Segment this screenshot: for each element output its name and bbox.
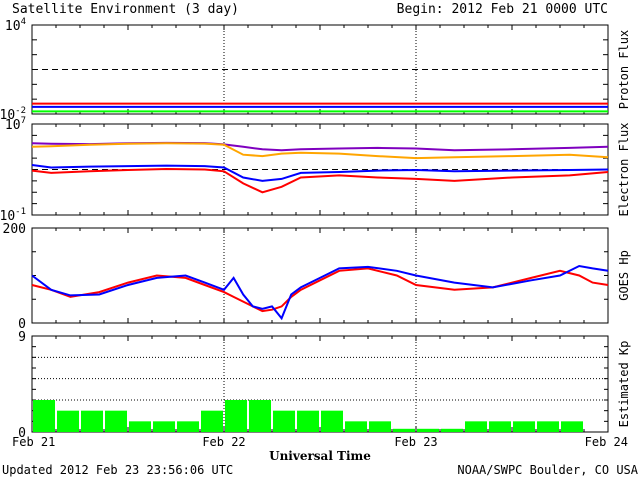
kp-bar — [33, 400, 55, 432]
series-line-orange — [31, 142, 609, 160]
series-line-blue — [31, 164, 609, 182]
kp-bar — [393, 428, 415, 432]
panel-hp: 200 0 GOES Hp — [3, 222, 631, 332]
kp-bar — [153, 421, 175, 432]
panel-kp: 9 0 Estimated Kp — [18, 330, 631, 441]
kp-bar — [177, 421, 199, 432]
panel-ylabel: GOES Hp — [617, 250, 631, 301]
kp-bar — [513, 421, 535, 432]
kp-bar — [225, 400, 247, 432]
kp-bar — [537, 421, 559, 432]
x-tick-label: Feb 24 — [585, 435, 628, 449]
kp-bar — [369, 421, 391, 432]
series-line-red — [31, 167, 609, 194]
kp-bar — [273, 410, 295, 432]
panel-frame — [31, 335, 609, 433]
y-tick-label: 10-1 — [0, 207, 26, 224]
kp-bar — [489, 421, 511, 432]
x-tick-label: Feb 23 — [394, 435, 437, 449]
panel-frame — [31, 227, 609, 324]
kp-bar — [441, 428, 463, 432]
panels: 104 10-2 Proton Flux 107 10-1 Electron Flux 20… — [0, 17, 631, 449]
y-tick-label: 107 — [5, 116, 26, 133]
kp-bar — [81, 410, 103, 432]
series-line-blue — [31, 264, 609, 321]
panel-frame — [31, 24, 609, 115]
kp-bar — [465, 421, 487, 432]
panel-ylabel: Proton Flux — [617, 30, 631, 109]
x-tick-label: Feb 22 — [202, 435, 245, 449]
y-tick-label: 200 — [3, 222, 26, 237]
kp-bar — [297, 410, 319, 432]
y-tick-label: 0 — [18, 426, 26, 441]
panel-ylabel: Estimated Kp — [617, 341, 631, 428]
kp-bar — [321, 410, 343, 432]
y-tick-label: 0 — [18, 317, 26, 332]
kp-bar — [249, 400, 271, 432]
kp-bar — [57, 410, 79, 432]
kp-bar — [417, 428, 439, 432]
kp-bar — [345, 421, 367, 432]
panel-electron: 107 10-1 Electron Flux — [0, 116, 631, 224]
kp-bar — [561, 421, 583, 432]
x-tick-label: Feb 21 — [12, 435, 55, 449]
y-tick-label: 10-2 — [0, 106, 26, 123]
chart-title: Satellite Environment (3 day) — [12, 2, 239, 17]
credit-label: NOAA/SWPC Boulder, CO USA — [457, 463, 638, 477]
y-tick-label: 104 — [5, 17, 26, 34]
kp-bar — [105, 410, 127, 432]
panel-proton: 104 10-2 Proton Flux — [0, 17, 631, 123]
x-axis-label: Universal Time — [269, 449, 371, 463]
kp-bar — [201, 410, 223, 432]
kp-bar — [129, 421, 151, 432]
panel-ylabel: Electron Flux — [617, 123, 631, 217]
updated-label: Updated 2012 Feb 23 23:56:06 UTC — [2, 463, 233, 477]
begin-label: Begin: 2012 Feb 21 0000 UTC — [397, 2, 608, 17]
y-tick-label: 9 — [18, 330, 26, 345]
